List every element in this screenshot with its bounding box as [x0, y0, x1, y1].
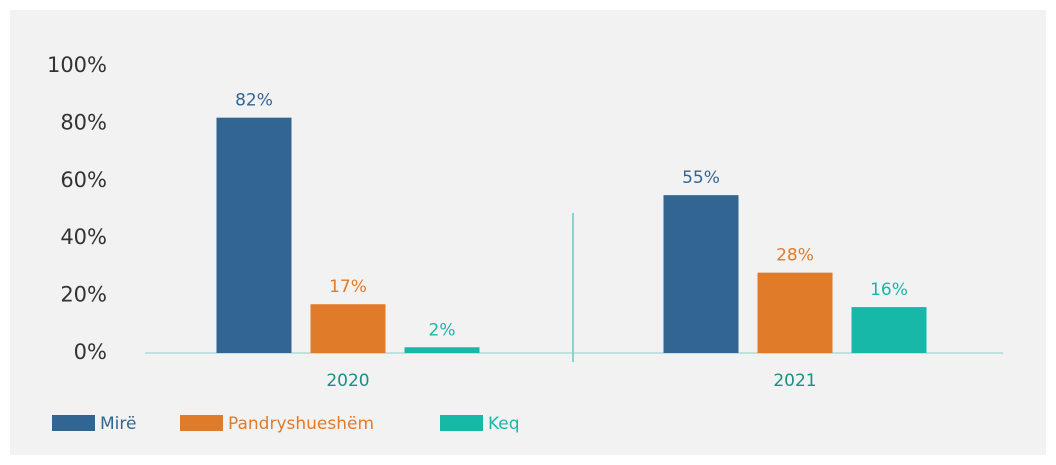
- data-label: 2%: [429, 320, 456, 340]
- legend-label: Keq: [488, 414, 520, 434]
- bar: [663, 195, 739, 353]
- legend-swatch: [52, 415, 95, 431]
- chart-background: [10, 10, 1046, 455]
- bar: [216, 117, 292, 353]
- y-tick-label: 40%: [60, 225, 107, 249]
- y-tick-label: 60%: [60, 168, 107, 192]
- data-label: 82%: [235, 91, 273, 111]
- data-label: 28%: [776, 246, 814, 266]
- y-tick-label: 0%: [74, 340, 107, 364]
- x-tick-label: 2021: [773, 371, 816, 391]
- bar: [851, 307, 927, 353]
- x-tick-label: 2020: [326, 371, 369, 391]
- bar: [757, 272, 833, 353]
- legend-label: Pandryshueshëm: [228, 414, 374, 434]
- bar: [404, 347, 480, 353]
- data-label: 55%: [682, 168, 720, 188]
- y-tick-label: 100%: [47, 53, 107, 77]
- bar: [310, 304, 386, 353]
- legend-swatch: [440, 415, 483, 431]
- y-tick-label: 20%: [60, 283, 107, 307]
- data-label: 17%: [329, 277, 367, 297]
- legend-label: Mirë: [100, 414, 136, 434]
- y-tick-label: 80%: [60, 110, 107, 134]
- data-label: 16%: [870, 280, 908, 300]
- legend-swatch: [180, 415, 223, 431]
